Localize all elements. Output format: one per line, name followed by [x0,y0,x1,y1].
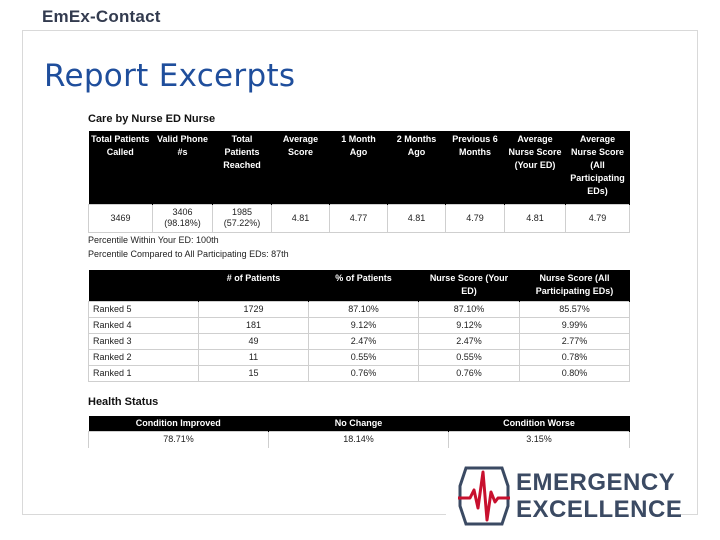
header-nurse-score-your-ed: Nurse Score (Your ED) [418,270,520,301]
rank-label: Ranked 4 [88,316,199,334]
header-num-patients: # of Patients [198,270,309,301]
rank-your-ed: 2.47% [418,332,520,350]
rank-all-eds: 85.57% [519,300,630,318]
brand-name: EmEx-Contact [42,7,161,26]
header-total-called: Total Patients Called [88,131,153,204]
logo-line1: EMERGENCY [516,469,676,496]
rank-your-ed: 9.12% [418,316,520,334]
rank-header-row: # of Patients % of Patients Nurse Score … [88,270,630,301]
header-condition-improved: Condition Improved [88,416,269,432]
table-row: Ranked 5 1729 87.10% 87.10% 85.57% [88,300,630,318]
rank-pct: 9.12% [308,316,419,334]
rank-label: Ranked 3 [88,332,199,350]
rank-pct: 0.76% [308,364,419,382]
care-summary-table: Total Patients Called Valid Phone #s Tot… [88,131,630,233]
logo-line2: EXCELLENCE [516,496,683,523]
table-row: Ranked 3 49 2.47% 2.47% 2.77% [88,332,630,350]
rank-num: 1729 [198,300,309,318]
table-row: Ranked 4 181 9.12% 9.12% 9.99% [88,316,630,334]
header-divider [22,30,698,31]
rank-all-eds: 2.77% [519,332,630,350]
cell-condition-improved: 78.71% [88,431,269,448]
rank-num: 181 [198,316,309,334]
frame-right-border [697,30,698,514]
header-average-score: Average Score [271,131,330,204]
rank-num: 15 [198,364,309,382]
cell-nurse-your-ed: 4.81 [504,203,566,233]
rank-label: Ranked 5 [88,300,199,318]
header-valid-phone: Valid Phone #s [152,131,213,204]
cell-condition-worse: 3.15% [448,431,630,448]
header-2-months: 2 Months Ago [387,131,446,204]
cell-no-change: 18.14% [268,431,449,448]
health-status-table: Condition Improved No Change Condition W… [88,416,630,448]
table-row: 78.71% 18.14% 3.15% [88,431,630,448]
cell-1-month: 4.77 [329,203,388,233]
cell-valid-phone: 3406 (98.18%) [152,203,213,233]
rank-your-ed: 87.10% [418,300,520,318]
table-row: Ranked 2 11 0.55% 0.55% 0.78% [88,348,630,366]
header-no-change: No Change [268,416,449,432]
table-row: 3469 3406 (98.18%) 1985 (57.22%) 4.81 4.… [88,203,630,233]
cell-average-score: 4.81 [271,203,330,233]
heartbeat-cross-icon [458,466,510,526]
care-section-title: Care by Nurse ED Nurse [88,113,216,125]
rank-all-eds: 9.99% [519,316,630,334]
rank-label: Ranked 2 [88,348,199,366]
header-previous-6: Previous 6 Months [445,131,505,204]
percentile-ed-note: Percentile Within Your ED: 100th [88,235,219,245]
header-nurse-score-all-eds: Nurse Score (All Participating EDs) [519,270,630,301]
rank-table: # of Patients % of Patients Nurse Score … [88,270,630,382]
cell-total-reached: 1985 (57.22%) [212,203,272,233]
cell-nurse-all-eds: 4.79 [565,203,630,233]
frame-left-border [22,30,23,514]
page-title: Report Excerpts [44,58,296,94]
frame-bottom-border [22,514,446,515]
rank-your-ed: 0.55% [418,348,520,366]
emergency-excellence-logo: EMERGENCY EXCELLENCE [456,464,686,528]
rank-label: Ranked 1 [88,364,199,382]
cell-2-months: 4.81 [387,203,446,233]
cell-total-called: 3469 [88,203,153,233]
rank-num: 49 [198,332,309,350]
rank-pct: 2.47% [308,332,419,350]
rank-pct: 87.10% [308,300,419,318]
rank-all-eds: 0.80% [519,364,630,382]
header-condition-worse: Condition Worse [448,416,630,432]
frame-bottom-border-right [680,514,698,515]
header-total-reached: Total Patients Reached [212,131,272,204]
header-pct-patients: % of Patients [308,270,419,301]
rank-pct: 0.55% [308,348,419,366]
header-nurse-your-ed: Average Nurse Score (Your ED) [504,131,566,204]
care-header-row: Total Patients Called Valid Phone #s Tot… [88,131,630,204]
cell-previous-6: 4.79 [445,203,505,233]
header-nurse-all-eds: Average Nurse Score (All Participating E… [565,131,630,204]
rank-all-eds: 0.78% [519,348,630,366]
rank-your-ed: 0.76% [418,364,520,382]
percentile-all-note: Percentile Compared to All Participating… [88,249,289,259]
table-row: Ranked 1 15 0.76% 0.76% 0.80% [88,364,630,382]
health-header-row: Condition Improved No Change Condition W… [88,416,630,432]
header-rank-blank [88,270,199,301]
health-status-title: Health Status [88,396,159,408]
rank-num: 11 [198,348,309,366]
header-1-month: 1 Month Ago [329,131,388,204]
